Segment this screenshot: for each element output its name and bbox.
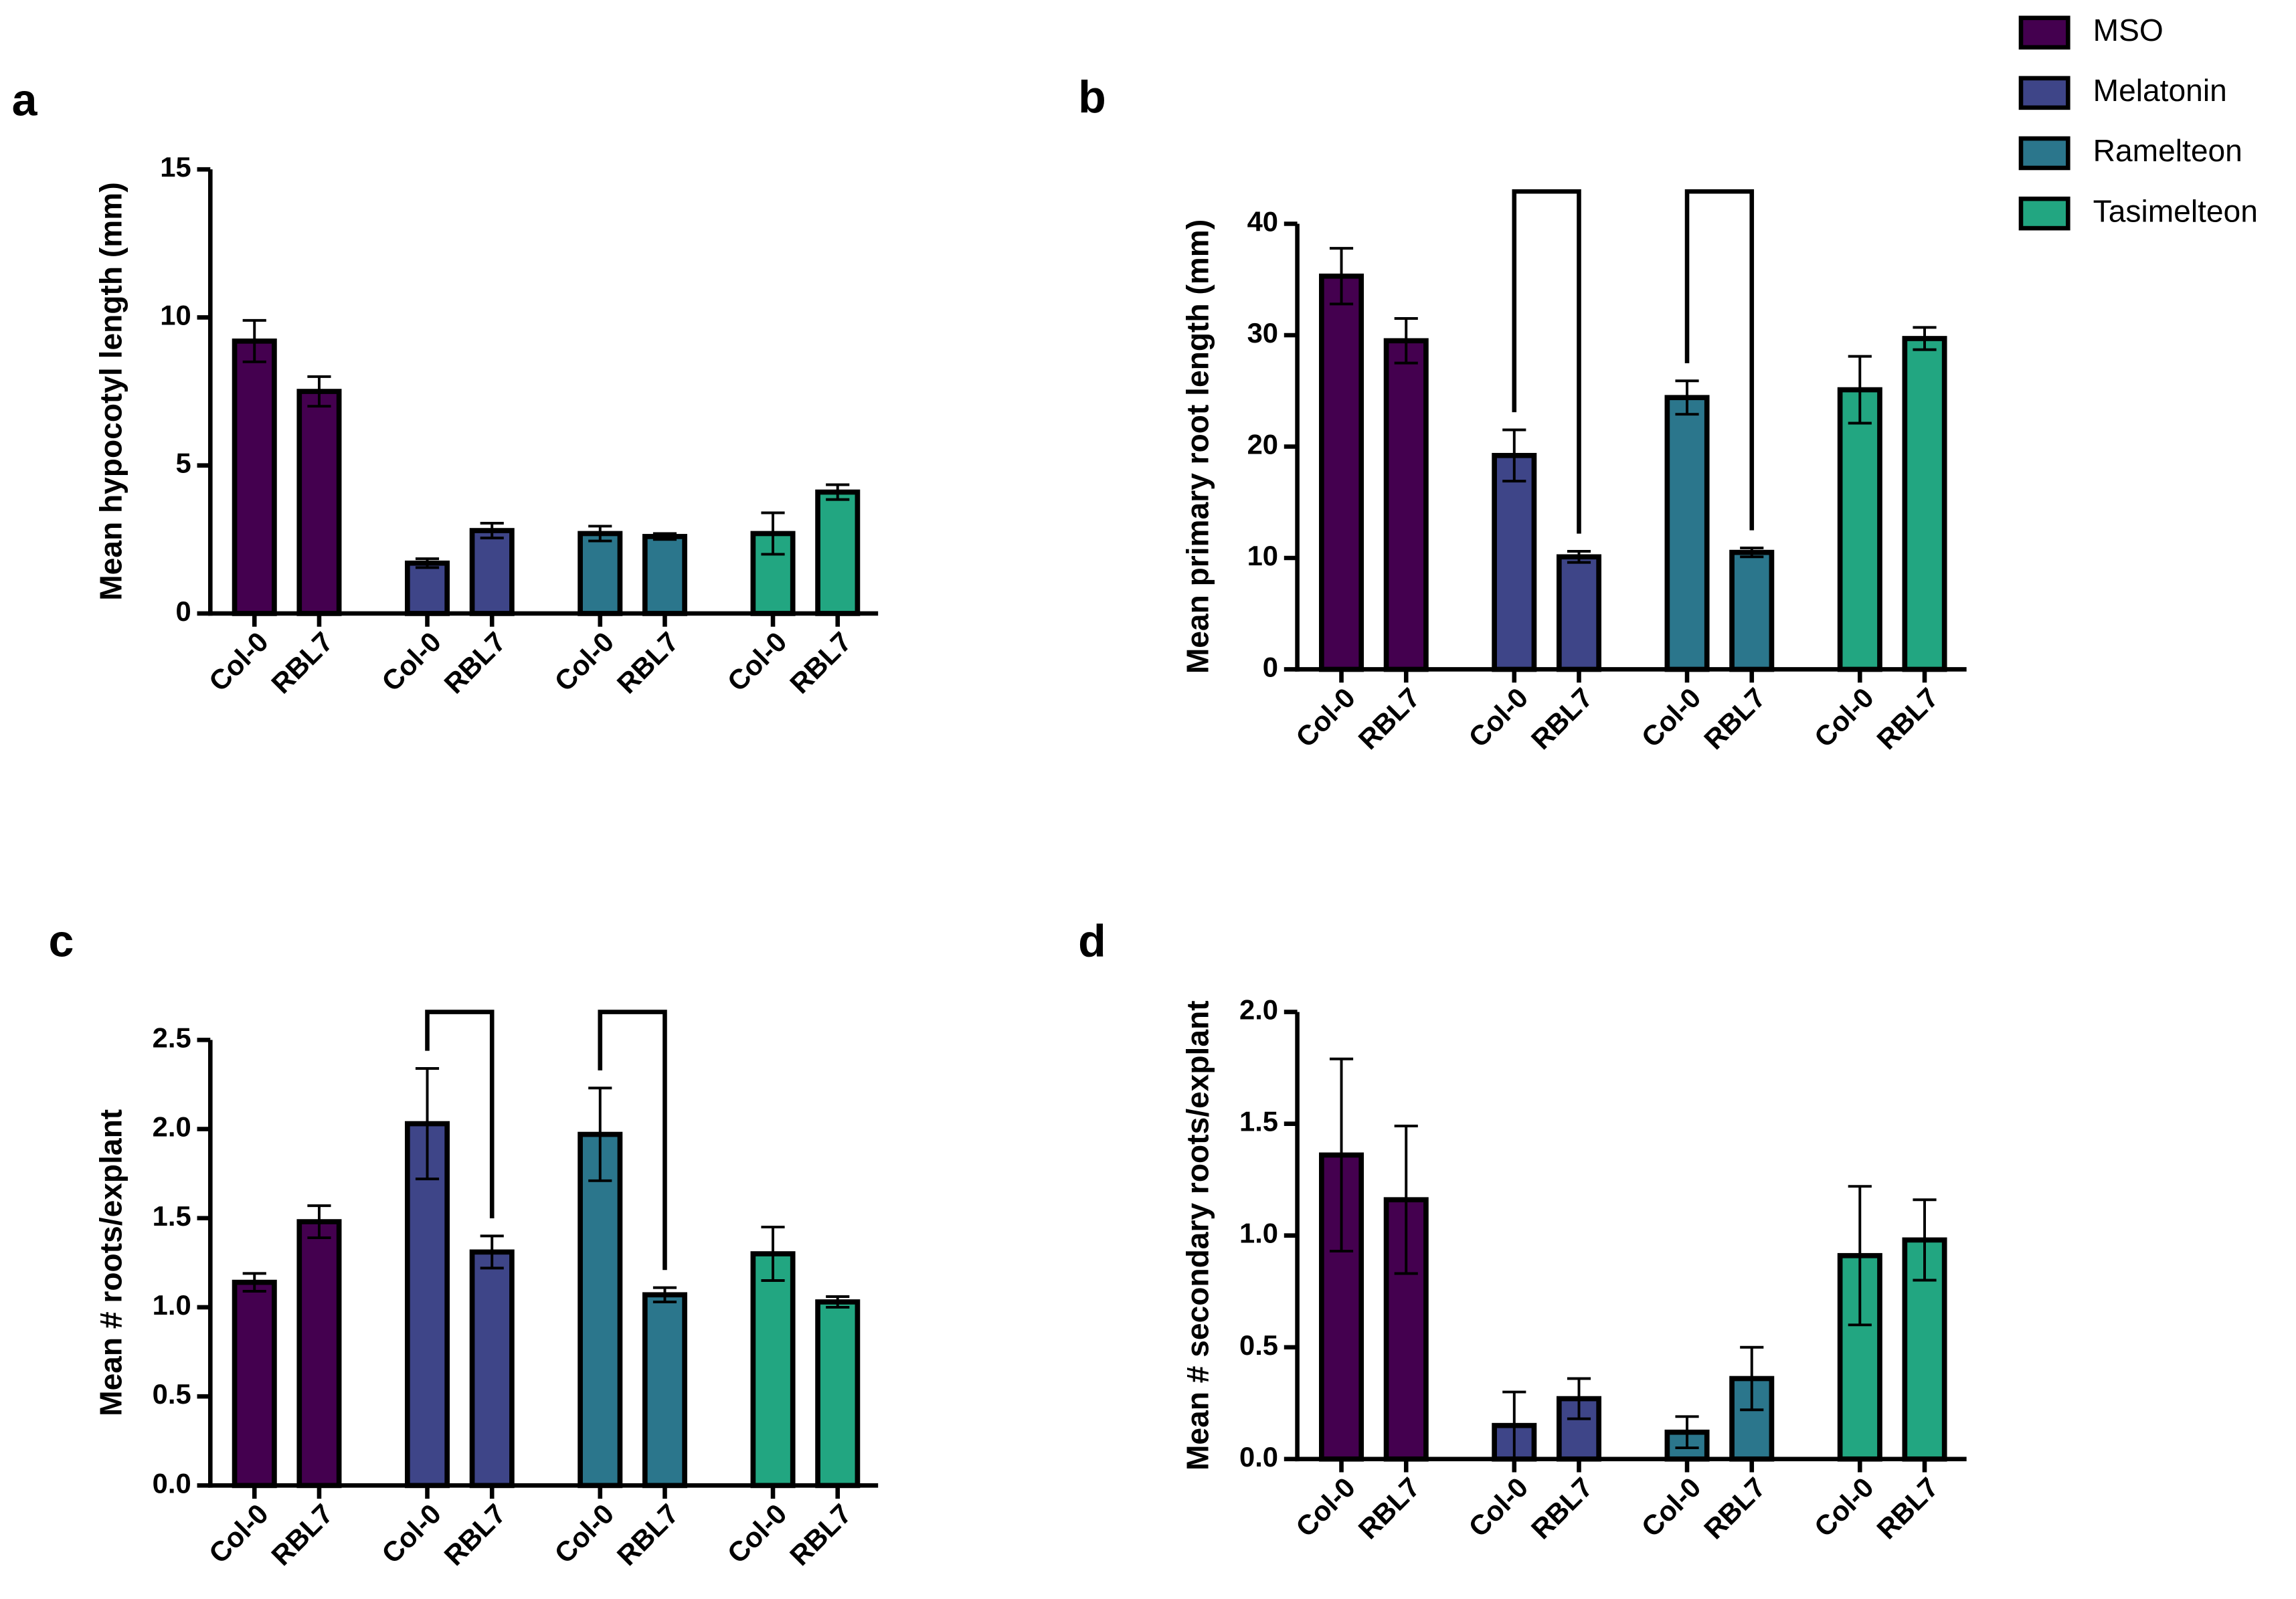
bar xyxy=(469,1249,515,1489)
panel: d 0.0 0.5 1.0 1.5 2.0 Mean # secondary roots/e… xyxy=(1078,915,1967,1545)
y-tick-label: 0.5 xyxy=(153,1378,191,1410)
x-tick-label: RBL7 xyxy=(1525,1471,1599,1545)
bar xyxy=(232,338,277,616)
x-tick-label: Col-0 xyxy=(203,1498,274,1570)
y-tick-label: 15 xyxy=(160,151,191,183)
bar xyxy=(578,531,623,616)
x-tick-label: Col-0 xyxy=(1636,682,1707,753)
bar xyxy=(750,1251,796,1489)
x-tick-label: Col-0 xyxy=(1808,1471,1880,1543)
legend-label: Ramelteon xyxy=(2093,133,2242,168)
x-tick-label: RBL7 xyxy=(1698,682,1771,755)
y-tick-label: 0.5 xyxy=(1239,1329,1278,1361)
x-tick-label: Col-0 xyxy=(375,1498,447,1570)
y-tick-label: 1.5 xyxy=(1239,1106,1278,1137)
y-tick-label: 5 xyxy=(175,448,191,479)
x-tick-label: RBL7 xyxy=(611,626,685,699)
x-tick-label: RBL7 xyxy=(1698,1471,1771,1545)
legend-swatch xyxy=(2018,196,2070,231)
x-tick-label: RBL7 xyxy=(265,626,339,699)
panel: b 0 10 20 30 40 Mean primary root length (mm) C… xyxy=(1078,72,1967,755)
x-tick-label: RBL7 xyxy=(265,1498,339,1572)
x-tick-label: RBL7 xyxy=(784,1498,857,1572)
bar xyxy=(1729,549,1775,672)
x-tick-label: Col-0 xyxy=(1462,682,1534,753)
panel-label: c xyxy=(49,915,74,966)
legend-swatch xyxy=(2018,136,2070,171)
bar xyxy=(815,489,861,616)
x-tick-label: RBL7 xyxy=(611,1498,685,1572)
bar xyxy=(1492,452,1537,672)
bar xyxy=(1664,395,1710,672)
y-axis-label: Mean # secondary roots/explant xyxy=(1180,1000,1215,1471)
panel-label: d xyxy=(1078,915,1106,966)
legend-label: Melatonin xyxy=(2093,73,2227,108)
panel-label: a xyxy=(12,74,38,125)
bar xyxy=(404,560,450,616)
x-tick-label: Col-0 xyxy=(721,626,793,697)
bar xyxy=(578,1131,623,1489)
significance-bracket xyxy=(1684,189,1755,531)
panel: c 0.0 0.5 1.0 1.5 2.0 2.5 Mean # roots/explant C… xyxy=(49,915,879,1572)
x-tick-label: RBL7 xyxy=(438,626,511,699)
x-tick-label: RBL7 xyxy=(1352,682,1425,755)
x-tick-label: Col-0 xyxy=(1462,1471,1534,1543)
x-tick-label: RBL7 xyxy=(1870,1471,1944,1545)
y-tick-label: 20 xyxy=(1247,429,1278,460)
bar xyxy=(296,389,342,616)
x-tick-label: Col-0 xyxy=(548,1498,620,1570)
bar xyxy=(1902,336,1947,672)
y-tick-label: 1.0 xyxy=(153,1289,191,1321)
x-tick-label: Col-0 xyxy=(1636,1471,1707,1543)
x-tick-label: Col-0 xyxy=(721,1498,793,1570)
y-tick-label: 30 xyxy=(1247,317,1278,349)
legend-label: Tasimelteon xyxy=(2093,193,2258,228)
legend-swatch xyxy=(2018,15,2070,50)
significance-bracket xyxy=(1512,189,1581,534)
bar xyxy=(1319,273,1364,672)
significance-bracket xyxy=(425,1010,495,1219)
x-tick-label: RBL7 xyxy=(1352,1471,1425,1545)
y-tick-label: 2.0 xyxy=(1239,994,1278,1026)
x-tick-label: Col-0 xyxy=(1290,1471,1361,1543)
x-tick-label: RBL7 xyxy=(1870,682,1944,755)
y-tick-label: 40 xyxy=(1247,206,1278,238)
y-tick-label: 0.0 xyxy=(1239,1441,1278,1473)
bar xyxy=(1383,338,1429,672)
y-axis-label: Mean hypocotyl length (mm) xyxy=(93,182,128,601)
y-axis-label: Mean primary root length (mm) xyxy=(1180,219,1215,674)
bar xyxy=(815,1299,861,1489)
x-tick-label: RBL7 xyxy=(1525,682,1599,755)
panel-label: b xyxy=(1078,72,1106,122)
x-tick-label: RBL7 xyxy=(784,626,857,699)
legend-swatch xyxy=(2018,76,2070,110)
y-tick-label: 10 xyxy=(160,299,191,331)
y-tick-label: 2.0 xyxy=(153,1111,191,1143)
y-tick-label: 0 xyxy=(1263,652,1278,683)
legend-label: MSO xyxy=(2093,13,2163,48)
y-tick-label: 10 xyxy=(1247,540,1278,571)
x-tick-label: Col-0 xyxy=(375,626,447,697)
x-tick-label: RBL7 xyxy=(438,1498,511,1572)
x-tick-label: Col-0 xyxy=(1290,682,1361,753)
bar xyxy=(642,1292,687,1489)
bar xyxy=(642,534,687,616)
x-tick-label: Col-0 xyxy=(1808,682,1880,753)
bar xyxy=(469,528,515,616)
x-tick-label: Col-0 xyxy=(203,626,274,697)
significance-bracket xyxy=(598,1010,667,1271)
x-tick-label: Col-0 xyxy=(548,626,620,697)
y-tick-label: 0 xyxy=(175,595,191,627)
bar xyxy=(1837,387,1882,672)
y-tick-label: 1.0 xyxy=(1239,1218,1278,1249)
bar xyxy=(232,1279,277,1489)
y-tick-label: 1.5 xyxy=(153,1200,191,1232)
y-tick-label: 2.5 xyxy=(153,1022,191,1053)
y-tick-label: 0.0 xyxy=(153,1467,191,1499)
bar xyxy=(296,1219,342,1489)
bar xyxy=(1556,554,1602,672)
y-axis-label: Mean # roots/explant xyxy=(93,1109,128,1416)
